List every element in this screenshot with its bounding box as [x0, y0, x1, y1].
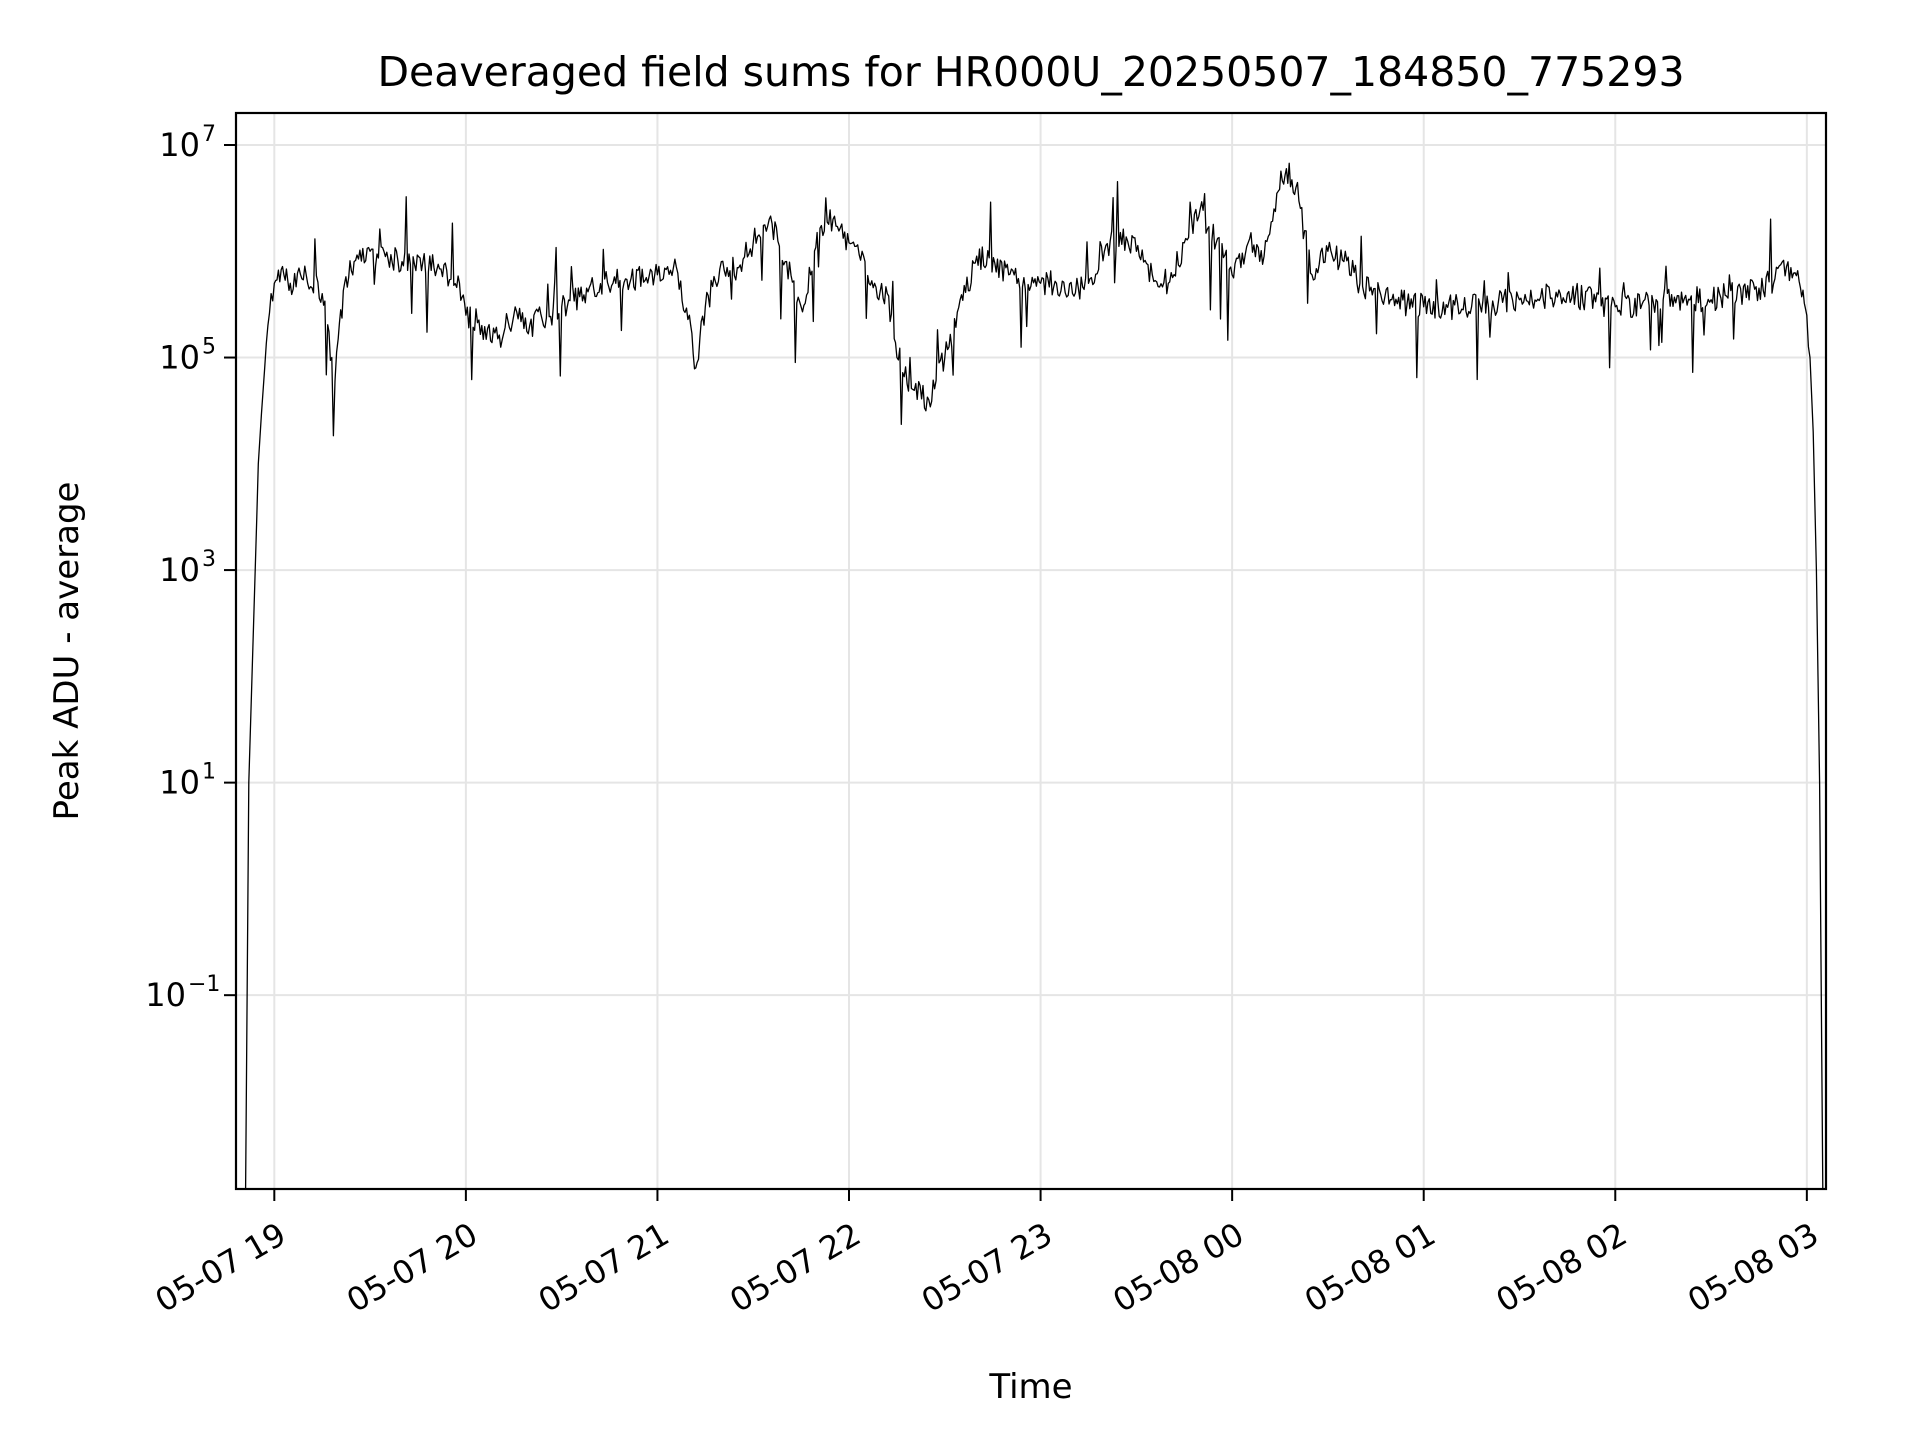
- y-tick-label: 10: [145, 976, 186, 1014]
- y-axis-label: Peak ADU - average: [47, 482, 87, 821]
- plot-frame: [234, 111, 1828, 1191]
- grid: [236, 113, 1826, 1189]
- y-tick-exponent: 3: [202, 547, 216, 572]
- y-tick-exponent: 7: [202, 122, 216, 147]
- chart-title: Deaveraged field sums for HR000U_2025050…: [377, 48, 1684, 96]
- y-tick-label: 10: [159, 339, 200, 377]
- x-axis-label: Time: [988, 1367, 1072, 1407]
- y-tick-exponent: 1: [202, 760, 216, 785]
- y-tick-exponent: −1: [188, 972, 220, 997]
- series-line: [244, 162, 1824, 1190]
- y-tick-exponent: 5: [202, 335, 216, 360]
- y-tick-label: 10: [159, 551, 200, 589]
- y-tick-label: 10: [159, 126, 200, 164]
- series-layer: [244, 162, 1824, 1190]
- y-tick-label: 10: [159, 764, 200, 802]
